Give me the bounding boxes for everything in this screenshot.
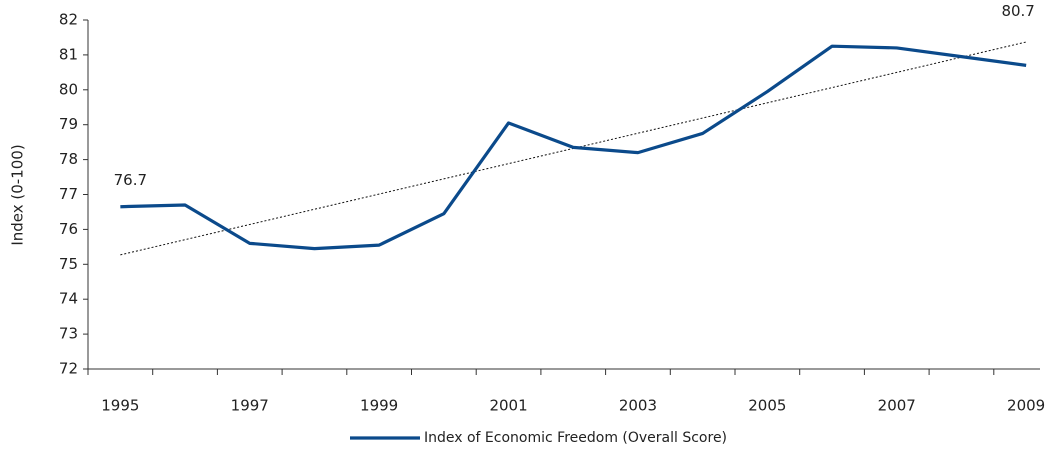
y-tick-label: 80 — [59, 80, 78, 98]
x-tick-label: 2001 — [489, 397, 527, 415]
y-tick-label: 72 — [59, 360, 78, 378]
data-label: 80.7 — [1001, 2, 1034, 20]
y-tick-label: 74 — [59, 290, 78, 308]
y-tick-label: 81 — [59, 45, 78, 63]
x-tick-label: 2005 — [748, 397, 786, 415]
y-tick-label: 73 — [59, 325, 78, 343]
series-line — [120, 44, 1027, 251]
y-tick-label: 75 — [59, 255, 78, 273]
y-axis-label: Index (0-100) — [9, 144, 27, 245]
y-tick-label: 77 — [59, 185, 78, 203]
x-tick-label: 2009 — [1007, 397, 1045, 415]
x-tick-label: 1999 — [360, 397, 398, 415]
legend-label: Index of Economic Freedom (Overall Score… — [424, 430, 727, 446]
x-tick-label: 1997 — [231, 397, 269, 415]
y-tick-label: 76 — [59, 220, 78, 238]
data-label: 76.7 — [114, 171, 147, 189]
x-tick-label: 2003 — [619, 397, 657, 415]
x-tick-label: 2007 — [878, 397, 916, 415]
x-tick-label: 1995 — [101, 397, 139, 415]
y-tick-label: 82 — [59, 11, 78, 29]
y-tick-label: 78 — [59, 150, 78, 168]
y-tick-label: 79 — [59, 115, 78, 133]
